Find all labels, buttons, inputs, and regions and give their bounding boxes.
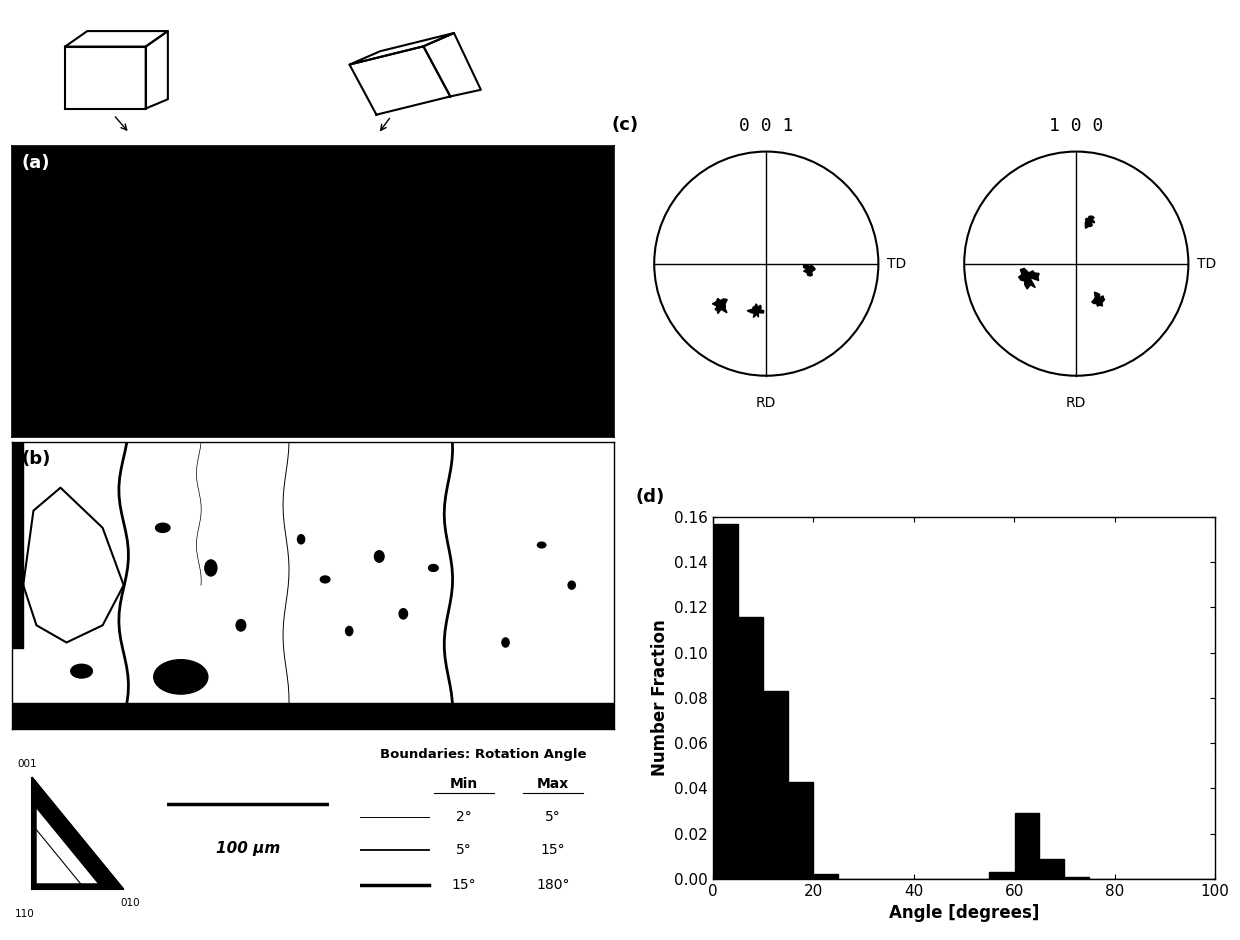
Bar [738,617,763,879]
Text: (c): (c) [611,116,639,133]
Text: 180°: 180° [536,878,570,892]
Text: TD: TD [1198,257,1216,271]
Text: 2°: 2° [456,810,471,824]
Ellipse shape [568,581,575,589]
Text: 15°: 15° [451,878,476,892]
Polygon shape [1085,216,1095,228]
Ellipse shape [155,524,170,532]
Text: 001: 001 [17,760,37,769]
Text: Min: Min [450,777,477,791]
Bar [1014,813,1039,879]
Y-axis label: Number Fraction: Number Fraction [651,619,668,776]
Text: 010: 010 [120,898,140,908]
Text: 110: 110 [15,909,35,918]
Polygon shape [1018,269,1039,289]
Polygon shape [1091,292,1105,306]
Text: (b): (b) [21,450,51,468]
Polygon shape [712,298,727,314]
Ellipse shape [12,563,21,572]
Polygon shape [32,778,123,889]
Ellipse shape [429,565,438,572]
Ellipse shape [154,660,208,694]
Bar [1039,858,1064,879]
Text: 100 μm: 100 μm [216,841,280,856]
Text: RD: RD [756,396,776,410]
Ellipse shape [236,619,246,631]
Bar [764,691,789,879]
Text: 1 0 0: 1 0 0 [1049,117,1104,134]
Ellipse shape [320,576,330,583]
Ellipse shape [205,560,217,576]
Text: (d): (d) [635,488,665,506]
X-axis label: Angle [degrees]: Angle [degrees] [889,904,1039,922]
Text: TD: TD [888,257,906,271]
Bar [789,782,813,879]
Text: Boundaries: Rotation Angle: Boundaries: Rotation Angle [381,748,587,760]
Text: 0 0 1: 0 0 1 [739,117,794,134]
Bar [713,524,738,879]
Text: 5°: 5° [546,810,560,824]
Ellipse shape [298,535,305,544]
Bar [813,874,838,879]
Text: (a): (a) [21,154,50,172]
Text: RD: RD [1066,396,1086,410]
Text: Max: Max [537,777,569,791]
Ellipse shape [71,665,93,678]
Polygon shape [37,809,98,884]
Polygon shape [748,304,764,318]
Ellipse shape [537,542,546,548]
Bar [1065,877,1090,879]
Text: 15°: 15° [541,843,565,857]
Polygon shape [804,265,815,276]
Ellipse shape [502,638,510,647]
Ellipse shape [346,626,353,635]
Bar [990,872,1014,879]
Ellipse shape [374,551,384,562]
Ellipse shape [399,609,408,619]
Text: 5°: 5° [456,843,471,857]
